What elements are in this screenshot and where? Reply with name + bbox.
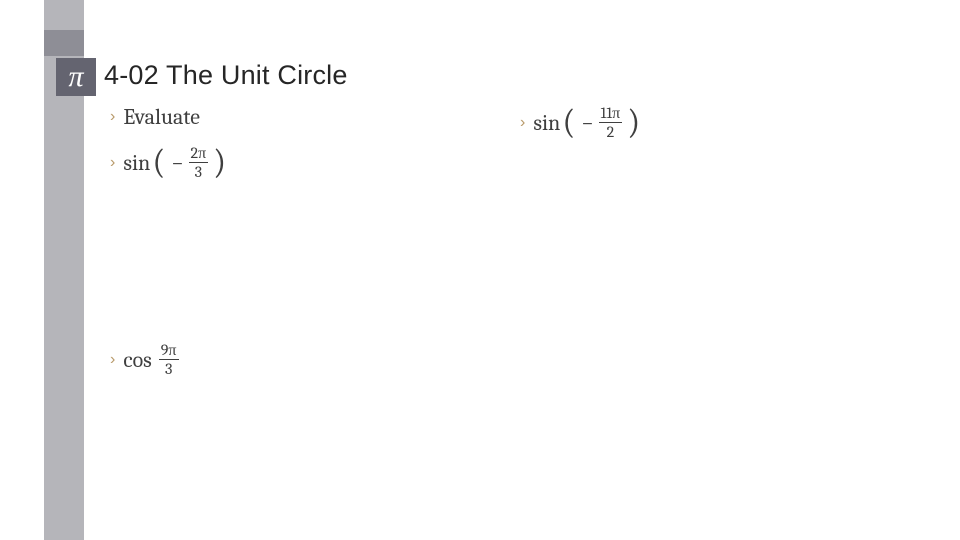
pi-badge: π: [56, 58, 96, 96]
math-expression: cos 9π 3: [123, 341, 181, 378]
top-grey-block: [44, 30, 84, 56]
item-text: Evaluate: [123, 104, 200, 130]
left-column: › Evaluate › sin ( − 2π 3 ) › cos 9π 3: [110, 104, 490, 378]
paren-close: ): [211, 145, 228, 179]
denominator: 3: [193, 163, 204, 181]
list-item: › cos 9π 3: [110, 341, 490, 378]
right-column: › sin ( − 11π 2 ): [520, 104, 900, 141]
denominator: 2: [605, 123, 617, 141]
bullet-icon: ›: [110, 109, 115, 125]
numerator: 9π: [159, 341, 179, 359]
minus-sign: −: [167, 150, 185, 176]
list-item: › sin ( − 11π 2 ): [520, 104, 900, 141]
page-title: 4-02 The Unit Circle: [104, 60, 348, 91]
func-name: cos: [123, 347, 151, 373]
bullet-icon: ›: [520, 115, 525, 131]
math-expression: sin ( − 11π 2 ): [533, 104, 642, 141]
fraction: 2π 3: [189, 144, 209, 181]
bullet-icon: ›: [110, 352, 115, 368]
numerator: 11π: [599, 104, 623, 122]
list-item: › Evaluate: [110, 104, 490, 130]
paren-close: ): [625, 105, 642, 139]
numerator: 2π: [189, 144, 209, 162]
denominator: 3: [163, 360, 174, 378]
bullet-icon: ›: [110, 155, 115, 171]
minus-sign: −: [577, 110, 595, 136]
func-name: sin: [123, 150, 150, 176]
paren-open: (: [150, 145, 167, 179]
list-item: › sin ( − 2π 3 ): [110, 144, 490, 181]
paren-open: (: [560, 105, 577, 139]
pi-glyph: π: [68, 60, 83, 93]
math-expression: sin ( − 2π 3 ): [123, 144, 228, 181]
fraction: 9π 3: [159, 341, 179, 378]
fraction: 11π 2: [599, 104, 623, 141]
func-name: sin: [533, 110, 560, 136]
